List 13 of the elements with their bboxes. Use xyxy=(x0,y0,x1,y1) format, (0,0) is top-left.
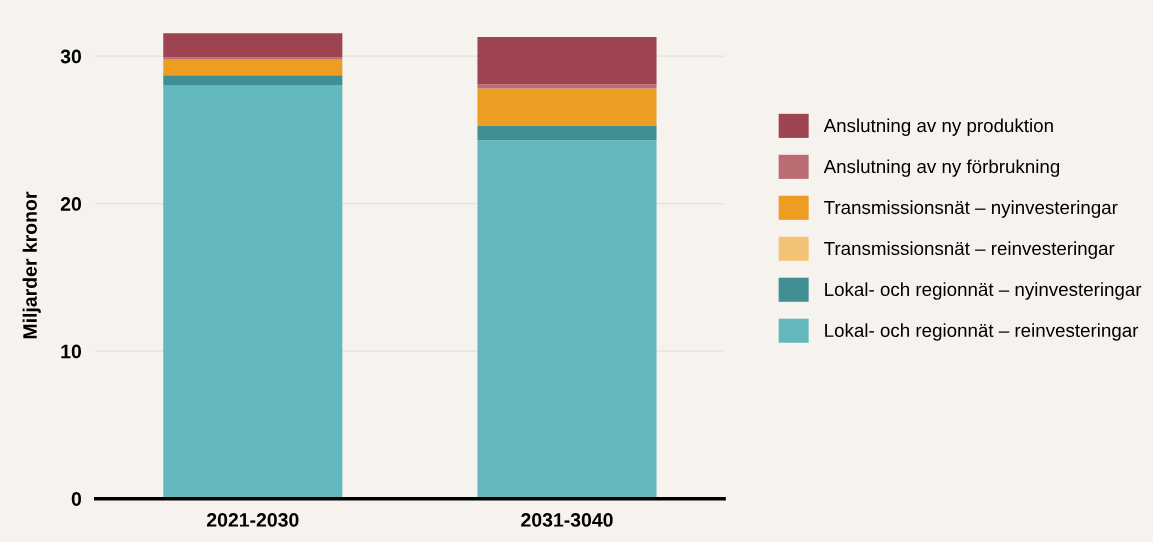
x-tick-label: 2031-3040 xyxy=(521,513,613,527)
y-tick-label: 0 xyxy=(71,492,82,506)
x-tick-label: 2021-2030 xyxy=(206,513,299,527)
y-tick-label: 30 xyxy=(60,49,82,64)
legend-label: Anslutning av ny produktion xyxy=(823,118,1053,136)
y-tick-label: 20 xyxy=(60,197,82,211)
y-axis-title: Miljarder kronor xyxy=(22,191,41,339)
legend-label: Lokal- och regionnät – nyinvesteringar xyxy=(825,282,1142,300)
legend-label: Lokal- och regionnät – reinvesteringar xyxy=(825,323,1139,341)
legend-label: Transmissionsnät – nyinvesteringar xyxy=(824,200,1118,218)
y-tick-label: 10 xyxy=(61,344,82,359)
legend-label: Anslutning av ny förbrukning xyxy=(823,159,1060,177)
legend-label: Transmissionsnät – reinvesteringar xyxy=(824,241,1115,259)
